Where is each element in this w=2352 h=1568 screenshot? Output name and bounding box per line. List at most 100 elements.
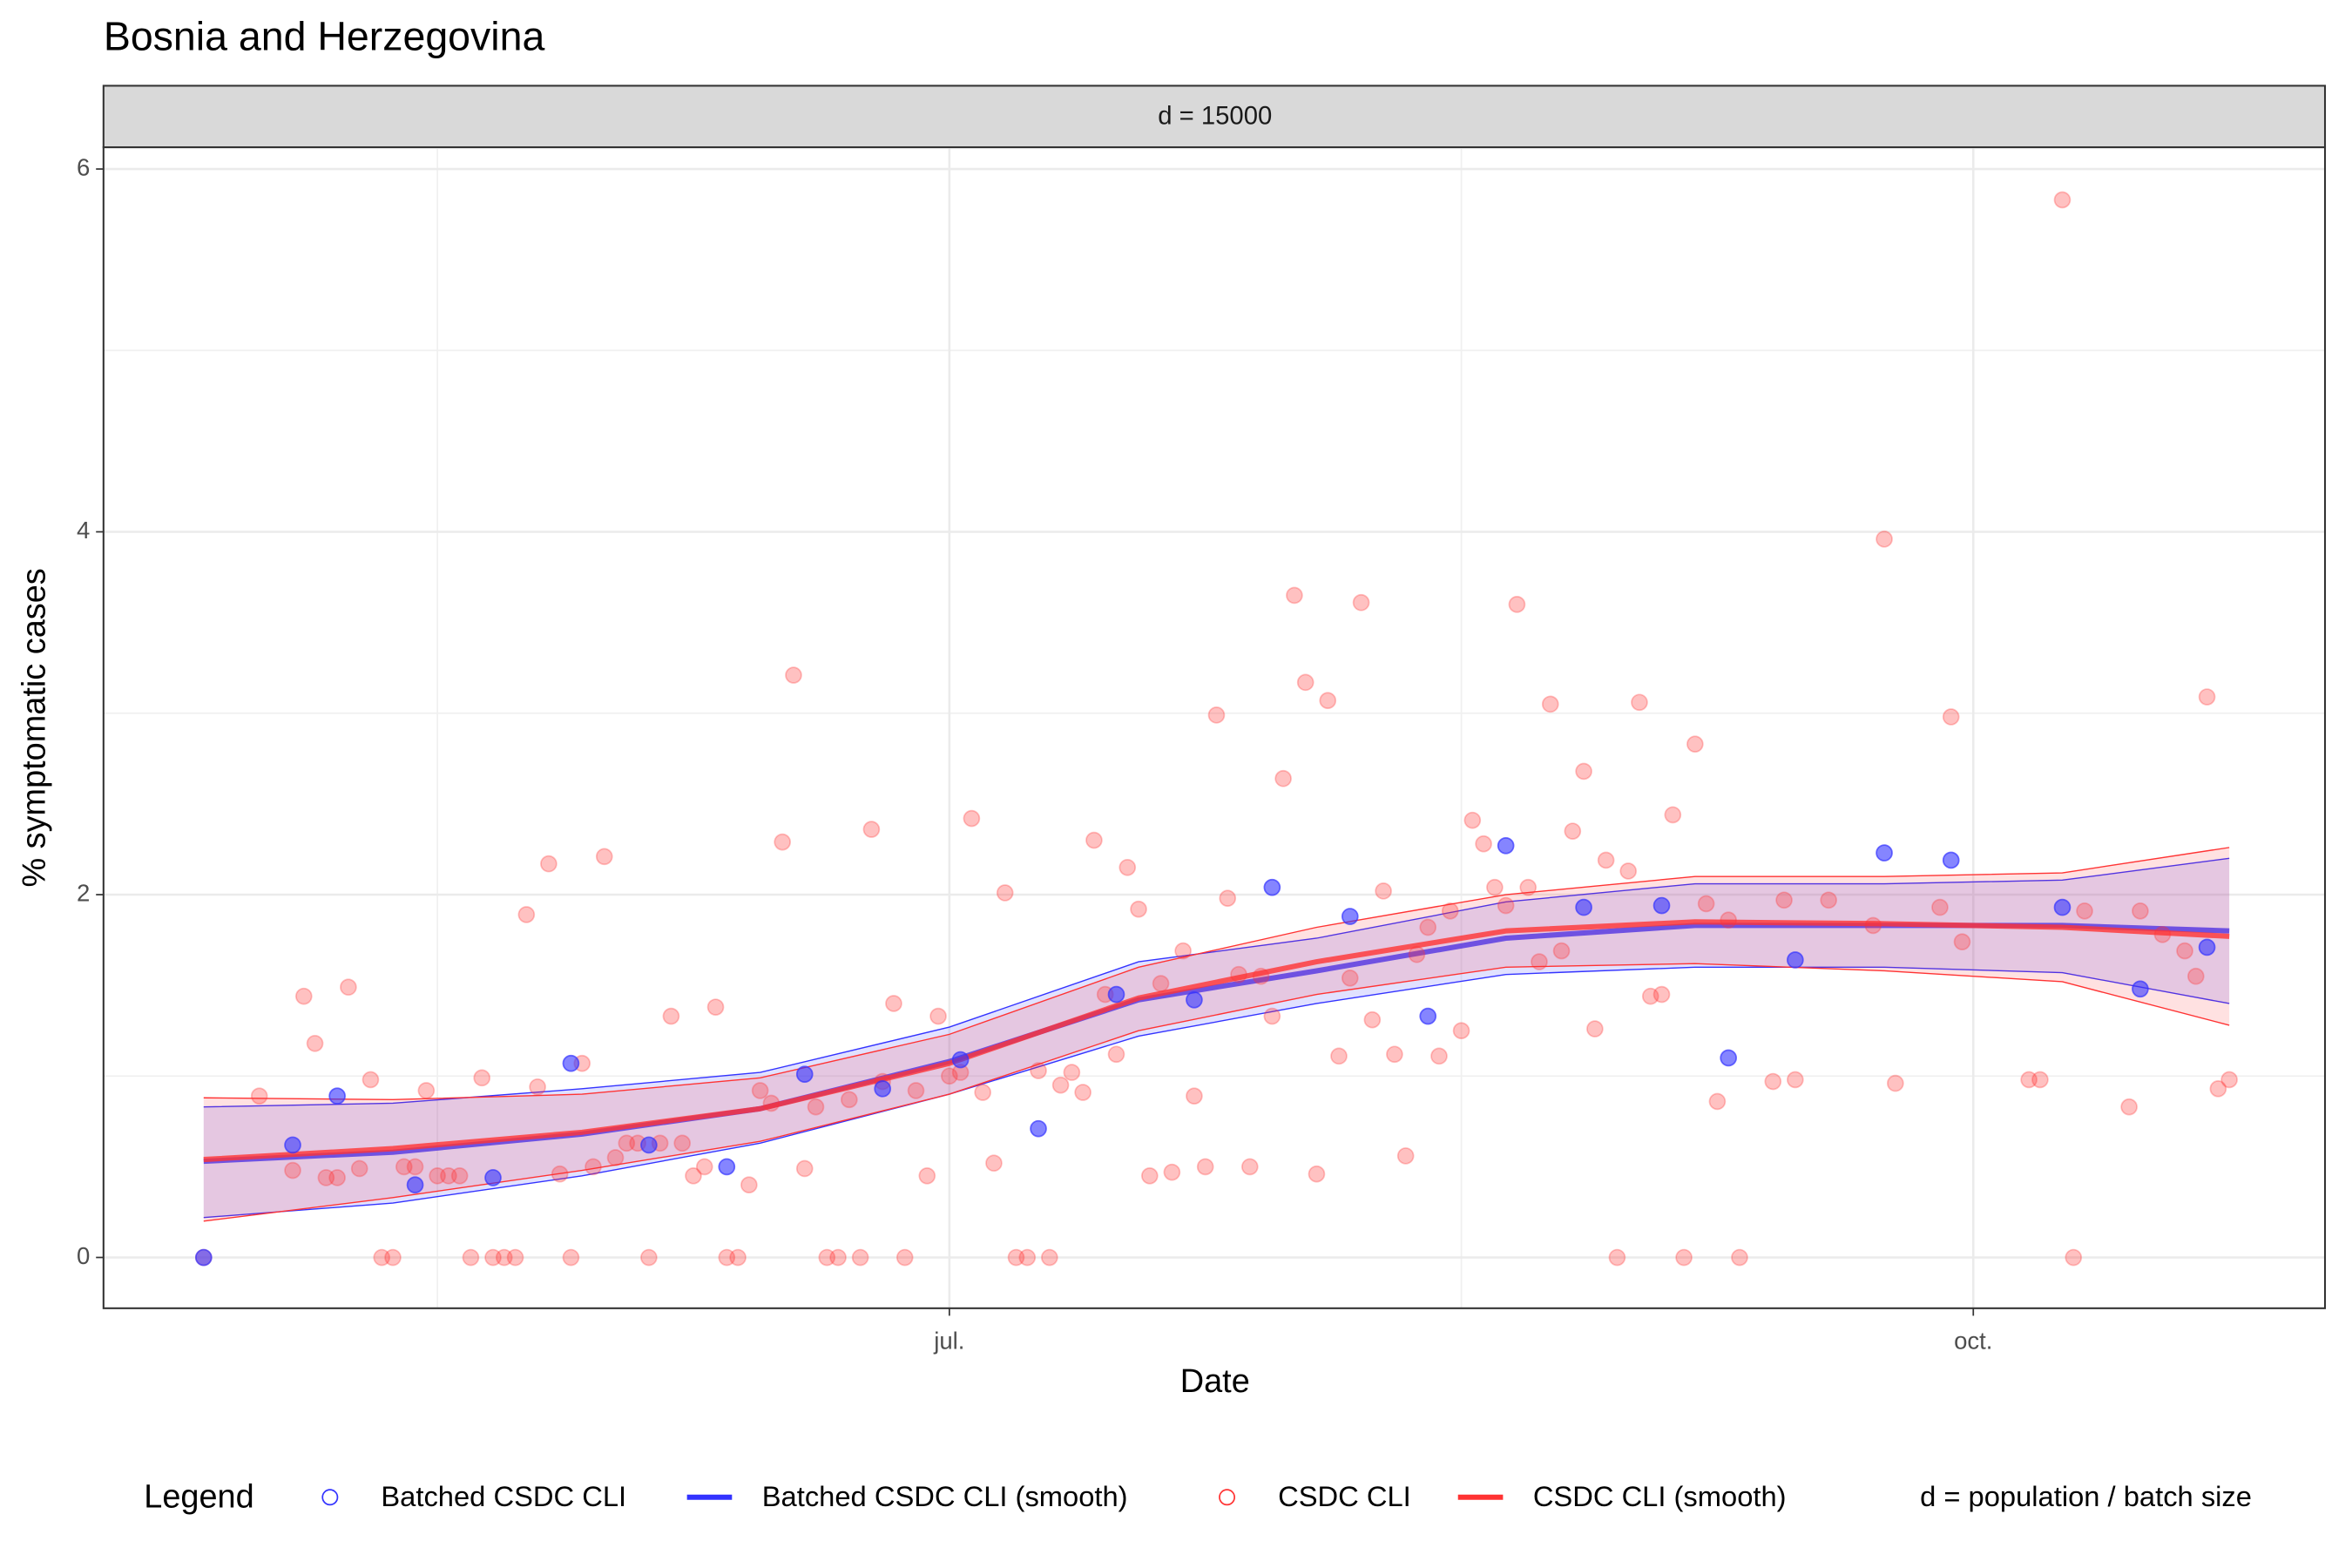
legend: Legend d = population / batch size CSDC … xyxy=(144,1479,2252,1516)
point xyxy=(1152,975,1170,992)
point xyxy=(640,1248,658,1267)
point xyxy=(1942,708,1960,726)
x-tick-label: jul. xyxy=(933,1328,964,1355)
y-axis-title: % symptomatic cases xyxy=(16,568,52,887)
legend-label: CSDC CLI (smooth) xyxy=(1533,1480,1787,1512)
point xyxy=(373,1248,391,1267)
point xyxy=(1252,967,1270,985)
point xyxy=(1186,990,1203,1009)
point xyxy=(1876,844,1893,862)
point xyxy=(384,1248,402,1267)
point xyxy=(440,1166,457,1185)
point xyxy=(695,1158,713,1176)
point xyxy=(2176,942,2193,960)
legend-title: Legend xyxy=(144,1479,253,1516)
point xyxy=(484,1248,502,1267)
point xyxy=(2053,898,2072,916)
point xyxy=(1552,942,1571,960)
point xyxy=(1419,1007,1437,1025)
y-tick-label: 4 xyxy=(77,517,90,544)
point xyxy=(1787,1071,1804,1089)
legend-label: CSDC CLI xyxy=(1278,1480,1411,1512)
point xyxy=(785,666,802,684)
point xyxy=(996,884,1014,902)
point xyxy=(1652,985,1671,1004)
point xyxy=(1731,1248,1748,1267)
point xyxy=(1441,902,1459,920)
y-tick-label: 0 xyxy=(77,1242,90,1269)
legend-label: Batched CSDC CLI (smooth) xyxy=(762,1480,1128,1512)
point xyxy=(774,833,791,851)
point xyxy=(406,1158,424,1176)
point xyxy=(795,1065,814,1083)
chart-title: Bosnia and Herzegovina xyxy=(104,13,545,58)
point xyxy=(1030,1062,1047,1079)
point xyxy=(1240,1158,1259,1176)
point xyxy=(874,1080,891,1098)
point xyxy=(618,1134,636,1152)
point xyxy=(362,1071,380,1089)
point xyxy=(2198,938,2216,956)
point xyxy=(250,1087,268,1105)
confidence-band xyxy=(203,847,2230,1221)
point xyxy=(529,1078,546,1096)
point xyxy=(1475,835,1492,853)
smooth-line xyxy=(203,919,2230,1163)
point xyxy=(1686,735,1704,753)
point xyxy=(395,1158,413,1176)
point xyxy=(1408,945,1426,963)
point xyxy=(462,1248,480,1267)
point xyxy=(795,1159,814,1178)
point xyxy=(718,1248,736,1267)
point xyxy=(1375,882,1392,900)
point xyxy=(985,1154,1003,1173)
point xyxy=(1608,1248,1626,1267)
point xyxy=(1652,896,1671,915)
point xyxy=(328,1169,346,1186)
point xyxy=(1018,1248,1037,1267)
point xyxy=(2053,191,2072,209)
point xyxy=(1463,811,1482,829)
point xyxy=(540,855,558,873)
point xyxy=(417,1082,436,1099)
point xyxy=(606,1149,625,1166)
point xyxy=(829,1248,847,1267)
point xyxy=(2120,1098,2138,1116)
legend-label: Batched CSDC CLI xyxy=(381,1480,626,1512)
point xyxy=(963,809,981,828)
point xyxy=(2065,1248,2083,1267)
point xyxy=(1007,1248,1025,1267)
point xyxy=(662,1007,680,1025)
point xyxy=(1219,889,1237,907)
point xyxy=(1820,891,1837,909)
point xyxy=(918,1166,936,1185)
point xyxy=(1296,673,1315,692)
facet-strip xyxy=(102,84,2327,149)
point xyxy=(1163,1163,1181,1181)
point xyxy=(1619,862,1638,880)
point xyxy=(974,1084,991,1101)
confidence-band xyxy=(203,858,2230,1218)
point xyxy=(1263,878,1281,896)
band-edge xyxy=(203,847,2230,1101)
point xyxy=(1074,1084,1092,1101)
point xyxy=(1597,851,1615,869)
point xyxy=(1664,806,1682,824)
band-edge xyxy=(203,963,2230,1222)
point xyxy=(562,1248,580,1267)
point xyxy=(1708,1092,1727,1111)
legend-note: d = population / batch size xyxy=(1920,1480,2252,1512)
point xyxy=(951,1051,970,1069)
point xyxy=(1207,706,1226,724)
point xyxy=(1497,896,1515,915)
band-edge xyxy=(203,966,2230,1219)
point xyxy=(896,1248,914,1267)
point xyxy=(1497,836,1515,855)
legend-key xyxy=(321,1489,339,1506)
point xyxy=(473,1069,491,1087)
point xyxy=(429,1166,446,1185)
point xyxy=(706,998,725,1016)
point xyxy=(1720,911,1737,929)
point xyxy=(585,1158,602,1176)
point xyxy=(885,995,902,1012)
